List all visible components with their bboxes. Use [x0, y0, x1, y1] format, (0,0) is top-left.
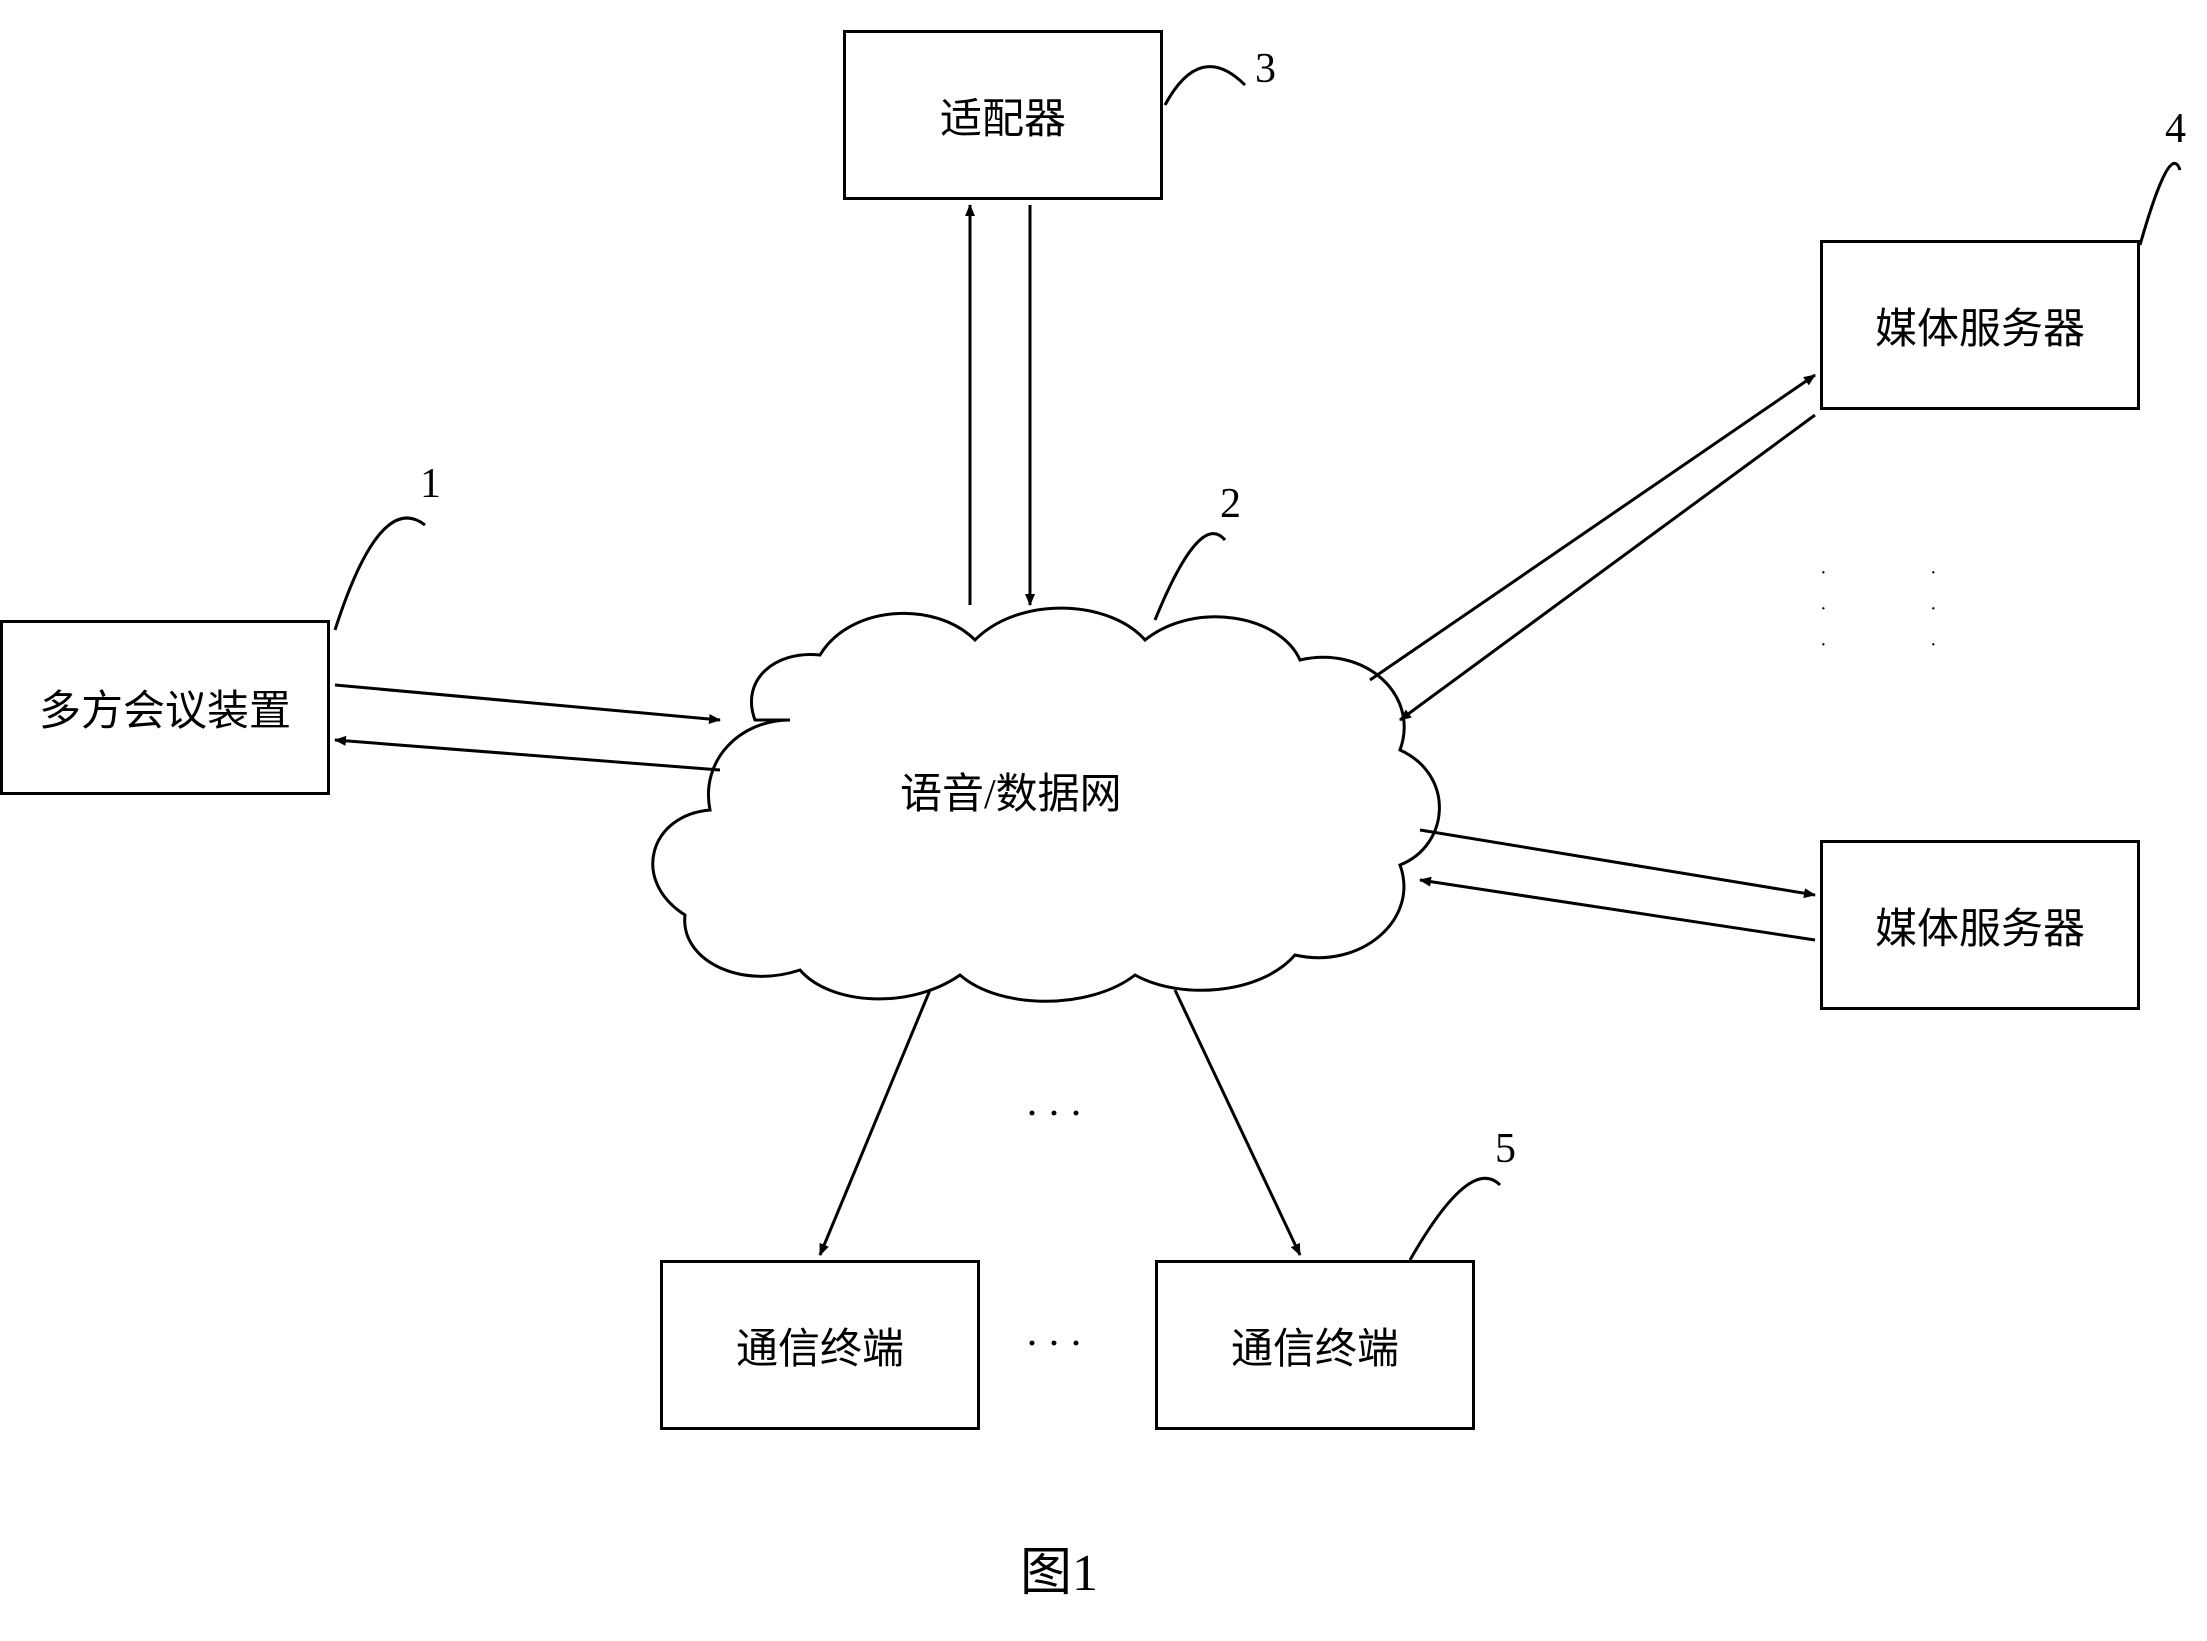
ref-5: 5 — [1495, 1125, 1516, 1173]
ref-2: 2 — [1220, 480, 1241, 528]
terminal2-label: 通信终端 — [1231, 1315, 1399, 1376]
conference-box: 多方会议装置 — [0, 620, 330, 795]
terminal1-label: 通信终端 — [736, 1315, 904, 1376]
terminal1-box: 通信终端 — [660, 1260, 980, 1430]
adapter-box: 适配器 — [843, 30, 1163, 200]
diagram-canvas: 适配器 多方会议装置 媒体服务器 媒体服务器 通信终端 通信终端 语音/数据网 … — [0, 0, 2207, 1641]
ref-3: 3 — [1255, 45, 1276, 93]
media2-box: 媒体服务器 — [1820, 840, 2140, 1010]
media-vdots-2: ··· — [1930, 555, 1937, 663]
media-vdots-1: ··· — [1820, 555, 1827, 663]
conference-label: 多方会议装置 — [39, 677, 291, 738]
figure-caption: 图1 — [1020, 1530, 1098, 1605]
media1-box: 媒体服务器 — [1820, 240, 2140, 410]
cloud-bottom-ellipsis: ··· — [1025, 1090, 1091, 1138]
cloud-label: 语音/数据网 — [900, 760, 1122, 821]
ref-1: 1 — [420, 460, 441, 508]
media1-label: 媒体服务器 — [1875, 295, 2085, 356]
media2-label: 媒体服务器 — [1875, 895, 2085, 956]
terminal2-box: 通信终端 — [1155, 1260, 1475, 1430]
ref-4: 4 — [2165, 105, 2186, 153]
adapter-label: 适配器 — [940, 85, 1066, 146]
terminals-ellipsis: ··· — [1025, 1320, 1091, 1368]
